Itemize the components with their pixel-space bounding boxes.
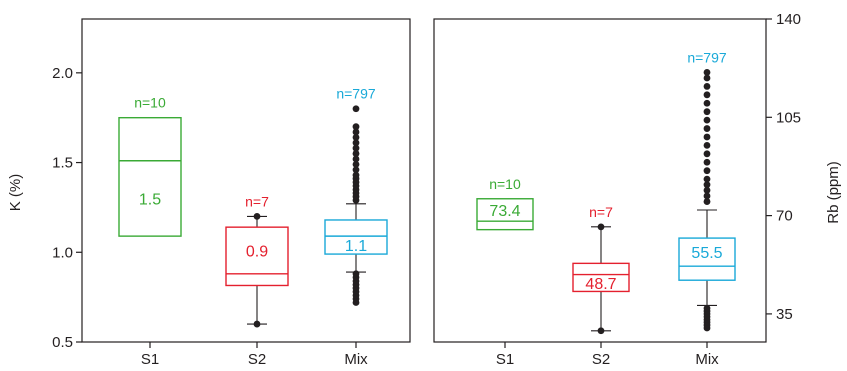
outlier-point [352,150,360,157]
outlier-point [352,105,360,113]
outlier-point [703,108,711,116]
sample-count-label: n=797 [336,86,376,102]
outlier-point [352,171,360,179]
outlier-point [703,91,711,99]
outlier-point [352,139,360,147]
outlier-point [253,212,261,220]
outlier-point [352,144,360,152]
plot-frame [433,18,767,343]
median-value-label: 0.9 [246,243,268,260]
outlier-point [253,320,261,328]
outlier-point [703,150,711,158]
outlier-point [703,99,711,107]
outlier-point [703,181,711,189]
outlier-point [352,270,360,278]
outlier-point [703,116,711,124]
outlier-point [703,192,711,200]
median-value-label: 1.5 [139,191,161,208]
outlier-point [703,74,711,82]
sample-count-label: n=10 [134,95,166,111]
panel-left: 0.5 1.0 1.5 2.0 K (%) S1 S2 Mix 1.5 n=10 0.9 n=7 1.1… [7,18,411,368]
outlier-point [703,186,711,194]
plot-frame [81,18,411,343]
y-tick-label: 105 [776,109,801,126]
box-mix: 55.5 n=797 [678,49,736,332]
y-tick-label: 70 [776,208,793,225]
box-iqr [324,219,388,255]
y-tick-label: 1.5 [52,155,73,172]
y-axis-title: K (%) [7,174,24,212]
x-category-label: S2 [592,351,610,366]
y-tick-label: 2.0 [52,65,73,82]
box-s1: 1.5 n=10 [118,95,182,237]
box-mix: 1.1 n=797 [324,86,388,306]
outlier-point [703,304,711,312]
median-value-label: 48.7 [585,276,616,293]
x-category-label: S1 [141,351,159,366]
x-category-label: S1 [496,351,514,366]
median-value-label: 73.4 [489,203,520,220]
x-category-label: Mix [695,351,719,366]
outlier-point [703,198,711,205]
outlier-point [703,175,711,183]
sample-count-label: n=7 [245,193,269,209]
median-value-label: 55.5 [691,245,722,262]
box-iqr [678,237,736,281]
outlier-point [352,134,360,141]
outlier-point [703,133,711,141]
y-tick-label: 0.5 [52,334,73,351]
outlier-point [703,125,711,132]
x-category-label: S2 [248,351,266,366]
outlier-point [352,128,360,136]
sample-count-label: n=10 [489,176,521,192]
sample-count-label: n=797 [687,49,727,65]
box-iqr [118,116,182,237]
sample-count-label: n=7 [589,204,613,220]
outlier-point [352,123,360,131]
box-s2: 48.7 n=7 [572,204,630,335]
box-iqr [476,198,534,231]
x-category-label: Mix [344,351,368,366]
outlier-point [703,158,711,166]
outlier-point [703,68,711,76]
median-value-label: 1.1 [345,238,367,255]
outlier-point [597,223,605,231]
outlier-point [352,155,360,163]
panel-right: 35 70 105 140 Rb (ppm) S1 S2 Mix 73.4 n=10 48.7 n=7… [433,11,842,368]
box-s1: 73.4 n=10 [476,176,534,231]
outlier-point [597,327,605,335]
box-iqr [225,226,289,287]
y-axis-title: Rb (ppm) [825,161,842,224]
outlier-point [703,83,711,90]
y-tick-label: 35 [776,306,793,323]
outlier-point [352,160,360,168]
outlier-point [703,141,711,149]
y-tick-label: 140 [776,11,801,28]
outlier-point [703,167,711,175]
y-tick-label: 1.0 [52,244,73,261]
box-iqr [572,262,630,293]
box-s2: 0.9 n=7 [225,193,289,328]
outlier-point [352,166,360,174]
